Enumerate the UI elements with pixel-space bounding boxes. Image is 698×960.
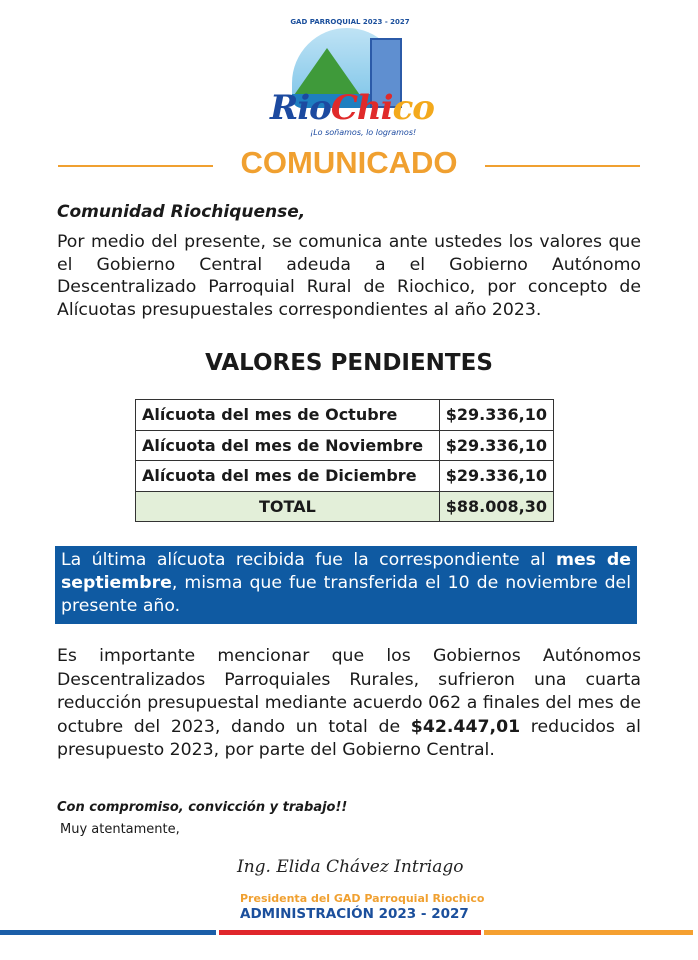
closing-line: Con compromiso, convicción y trabajo!! xyxy=(57,800,348,815)
footer-bar-blue xyxy=(0,930,216,935)
title-rule-left xyxy=(58,165,213,167)
section-title: VALORES PENDIENTES xyxy=(205,350,493,376)
signature: Ing. Elida Chávez Intriago xyxy=(237,857,464,877)
greeting: Comunidad Riochiquense, xyxy=(57,202,306,222)
logo-slogan: ¡Lo soñamos, lo logramos! xyxy=(310,128,417,137)
logo-wordmark: RioChico xyxy=(270,88,435,128)
administration-period: ADMINISTRACIÓN 2023 - 2027 xyxy=(240,906,469,922)
row-label: Alícuota del mes de Octubre xyxy=(135,399,440,431)
footer-bar-orange xyxy=(484,930,693,935)
logo-clock-tower-icon xyxy=(370,38,402,108)
title-rule-right xyxy=(485,165,640,167)
total-label: TOTAL xyxy=(135,490,440,522)
row-label: Alícuota del mes de Noviembre xyxy=(135,429,440,461)
logo-arc-text: GAD PARROQUIAL 2023 - 2027 xyxy=(290,18,410,26)
row-value: $29.336,10 xyxy=(438,460,555,492)
riochico-logo: GAD PARROQUIAL 2023 - 2027 RioChico ¡Lo … xyxy=(270,18,435,143)
footer-bar-red xyxy=(219,930,481,935)
body-paragraph: Es importante mencionar que los Gobierno… xyxy=(57,646,641,760)
intro-paragraph: Por medio del presente, se comunica ante… xyxy=(57,232,641,320)
table-row: Alícuota del mes de Diciembre $29.336,10 xyxy=(135,460,555,492)
page-title: COMUNICADO xyxy=(240,145,458,180)
row-value: $29.336,10 xyxy=(438,429,555,461)
notice-box: La última alícuota recibida fue la corre… xyxy=(55,546,637,624)
table-row: Alícuota del mes de Octubre $29.336,10 xyxy=(135,399,555,431)
values-table: Alícuota del mes de Octubre $29.336,10 Al… xyxy=(135,399,555,522)
total-row: TOTAL $88.008,30 xyxy=(135,490,555,522)
row-label: Alícuota del mes de Diciembre xyxy=(135,460,440,492)
row-value: $29.336,10 xyxy=(438,399,555,431)
signer-position: Presidenta del GAD Parroquial Riochico xyxy=(240,892,485,905)
regards: Muy atentamente, xyxy=(60,822,180,837)
total-value: $88.008,30 xyxy=(438,490,555,522)
table-row: Alícuota del mes de Noviembre $29.336,10 xyxy=(135,429,555,461)
